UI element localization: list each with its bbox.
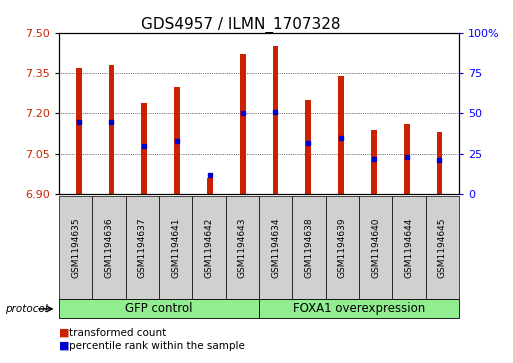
Text: GDS4957 / ILMN_1707328: GDS4957 / ILMN_1707328 [142,16,341,33]
Bar [371,130,377,194]
Text: GSM1194645: GSM1194645 [438,217,447,278]
Text: GSM1194643: GSM1194643 [238,217,247,278]
Bar [338,76,344,194]
Text: GSM1194644: GSM1194644 [405,217,413,278]
Bar [207,178,213,194]
Bar [141,103,147,194]
Bar [109,65,114,194]
Bar [404,124,409,194]
Text: GSM1194637: GSM1194637 [138,217,147,278]
Text: ■: ■ [59,340,69,351]
Text: GSM1194638: GSM1194638 [305,217,313,278]
Bar [272,46,279,194]
Text: GSM1194639: GSM1194639 [338,217,347,278]
Bar [76,68,82,194]
Bar [174,86,180,194]
Text: GFP control: GFP control [125,302,193,315]
Text: GSM1194635: GSM1194635 [71,217,80,278]
Text: FOXA1 overexpression: FOXA1 overexpression [293,302,425,315]
Bar [437,132,442,194]
Text: protocol: protocol [5,304,48,314]
Text: percentile rank within the sample: percentile rank within the sample [69,340,245,351]
Text: GSM1194636: GSM1194636 [105,217,113,278]
Text: GSM1194640: GSM1194640 [371,217,380,278]
Text: ■: ■ [59,328,69,338]
Text: GSM1194642: GSM1194642 [205,217,213,278]
Text: GSM1194634: GSM1194634 [271,217,280,278]
Text: GSM1194641: GSM1194641 [171,217,180,278]
Bar [305,100,311,194]
Bar [240,54,246,194]
Text: transformed count: transformed count [69,328,167,338]
